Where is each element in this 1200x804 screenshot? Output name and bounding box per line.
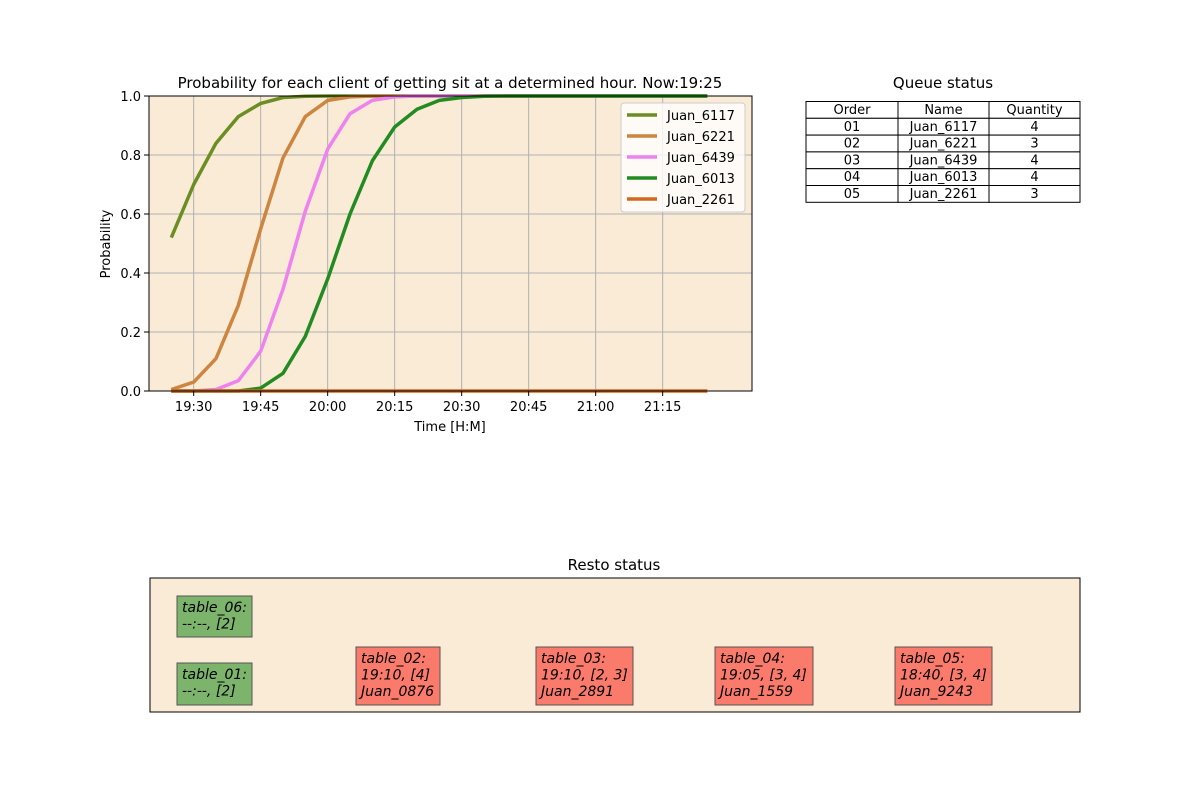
queue-cell-text: Juan_6117 — [909, 120, 978, 135]
queue-header-text: Quantity — [1006, 103, 1062, 118]
y-tick-label: 0.0 — [120, 385, 141, 400]
table-text-line: Juan_9243 — [897, 684, 973, 700]
legend-entry: Juan_2261 — [666, 193, 735, 208]
queue-cell-text: 02 — [844, 137, 861, 152]
y-tick-label: 0.4 — [120, 267, 141, 282]
queue-cell-text: 01 — [844, 120, 861, 135]
resto-tables: table_06:--:--, [2]table_01:--:--, [2]ta… — [176, 595, 993, 706]
x-tick-label: 20:30 — [443, 400, 480, 415]
legend-entry: Juan_6221 — [666, 130, 735, 145]
table-text-line: 18:40, [3, 4] — [900, 668, 987, 684]
legend-entry: Juan_6013 — [666, 172, 735, 187]
y-tick-label: 1.0 — [120, 90, 141, 105]
queue-cell-text: Juan_6013 — [909, 170, 978, 185]
resto-table-2: table_01:--:--, [2] — [176, 662, 253, 706]
y-axis-label: Probability — [99, 209, 114, 278]
resto-table-4: table_03:19:10, [2, 3]Juan_2891 — [535, 646, 634, 706]
queue-cell-text: 03 — [844, 153, 861, 168]
queue-cell-text: 4 — [1030, 120, 1038, 135]
busy-table-box — [714, 646, 814, 706]
legend-entry: Juan_6439 — [666, 151, 735, 166]
table-text-line: table_04: — [720, 651, 785, 667]
table-text-line: 19:10, [4] — [361, 668, 430, 684]
x-tick-label: 19:45 — [242, 400, 279, 415]
plot-frame — [148, 95, 753, 392]
queue-title: Queue status — [893, 74, 993, 92]
probability-chart: 19:30 19:45 20:00 20:15 20:30 20:45 21:00 21:15… — [99, 74, 753, 435]
queue-cell-text: 3 — [1030, 187, 1038, 202]
resto-status-panel: Resto status table_06:--:--, [2]table_01… — [149, 556, 1081, 713]
busy-table-box — [355, 646, 441, 706]
x-tick-label: 20:00 — [309, 400, 346, 415]
y-tick-label: 0.8 — [120, 149, 141, 164]
table-text-line: 19:10, [2, 3] — [541, 668, 628, 684]
resto-table-5: table_04:19:05, [3, 4]Juan_1559 — [714, 646, 814, 706]
table-text-line: table_06: — [182, 600, 247, 616]
x-axis-label: Time [H:M] — [413, 420, 485, 435]
queue-cell-text: 05 — [844, 187, 861, 202]
legend: Juan_6117 Juan_6221 Juan_6439 Juan_6013 Juan… — [620, 102, 746, 213]
busy-table-box — [535, 646, 634, 706]
table-text-line: table_05: — [900, 651, 965, 667]
table-text-line: Juan_2891 — [538, 684, 614, 700]
table-text-line: --:--, [2] — [182, 684, 236, 700]
queue-cell-text: 3 — [1030, 137, 1038, 152]
y-tick-label: 0.6 — [120, 208, 141, 223]
queue-cell-text: Juan_6439 — [909, 153, 978, 168]
resto-table-6: table_05:18:40, [3, 4]Juan_9243 — [894, 646, 993, 706]
resto-table-1: table_06:--:--, [2] — [176, 595, 253, 638]
busy-table-box — [894, 646, 993, 706]
y-axis-ticks: 0.0 0.2 0.4 0.6 0.8 1.0 — [120, 90, 149, 400]
table-text-line: Juan_0876 — [358, 684, 434, 700]
table-text-line: table_02: — [361, 651, 426, 667]
queue-cell-text: 04 — [844, 170, 861, 185]
x-tick-label: 20:15 — [376, 400, 413, 415]
table-text-line: table_01: — [182, 667, 247, 683]
queue-cell-text: Juan_6221 — [909, 137, 978, 152]
free-table-box — [176, 662, 253, 706]
resto-table-3: table_02:19:10, [4]Juan_0876 — [355, 646, 441, 706]
table-text-line: table_03: — [541, 651, 606, 667]
table-text-line: 19:05, [3, 4] — [720, 668, 807, 684]
x-tick-label: 20:45 — [510, 400, 547, 415]
y-tick-label: 0.2 — [120, 326, 141, 341]
legend-entry: Juan_6117 — [666, 109, 735, 124]
free-table-box — [176, 595, 253, 638]
resto-title: Resto status — [568, 556, 661, 574]
queue-cell-text: 4 — [1030, 170, 1038, 185]
queue-cell-text: 4 — [1030, 153, 1038, 168]
queue-status-table: Queue status Order Name Quantity 01 Juan_611… — [805, 74, 1081, 203]
legend-box — [620, 102, 746, 213]
queue-cells: Order Name Quantity 01 Juan_6117 4 02 Juan_6221… — [805, 101, 1081, 203]
queue-cell-text: Juan_2261 — [909, 187, 978, 202]
queue-header-text: Order — [834, 103, 872, 118]
x-tick-label: 19:30 — [175, 400, 212, 415]
queue-cell — [988, 185, 1081, 203]
x-tick-label: 21:00 — [577, 400, 614, 415]
x-axis-ticks: 19:30 19:45 20:00 20:15 20:30 20:45 21:00 21:15 — [175, 391, 681, 415]
queue-header-text: Name — [924, 103, 962, 118]
chart-title: Probability for each client of getting s… — [178, 74, 723, 92]
table-text-line: --:--, [2] — [182, 617, 236, 633]
table-text-line: Juan_1559 — [717, 684, 793, 700]
x-tick-label: 21:15 — [644, 400, 681, 415]
